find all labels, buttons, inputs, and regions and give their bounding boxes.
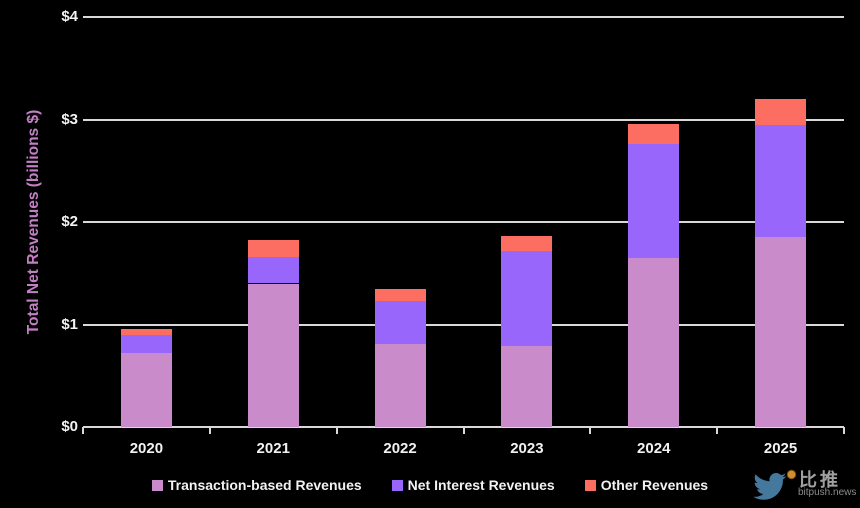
y-axis-tick-label: $1 <box>61 315 78 333</box>
bar-segment <box>120 334 172 354</box>
gridline-$2 <box>83 221 844 223</box>
legend-item: Transaction-based Revenues <box>151 477 362 493</box>
bar-segment <box>501 346 553 427</box>
legend-swatch <box>584 479 596 491</box>
legend-swatch <box>151 479 163 491</box>
x-axis-tick-label: 2024 <box>637 440 671 457</box>
y-axis-tick-label: $0 <box>61 418 78 435</box>
x-axis-tick-label: 2023 <box>510 440 544 457</box>
watermark: 比推 bitpush.news <box>750 464 858 504</box>
legend-label: Transaction-based Revenues <box>167 477 362 493</box>
y-axis-tick-label: $3 <box>61 110 78 128</box>
gridline-$4 <box>83 16 844 18</box>
x-axis-tick-label: 2022 <box>383 440 417 457</box>
bar-segment <box>628 144 680 258</box>
x-axis-tick <box>82 427 84 434</box>
bar-segment <box>628 257 680 427</box>
plot-area <box>83 16 844 428</box>
coin-icon <box>786 469 797 480</box>
legend-label: Other Revenues <box>600 477 709 493</box>
watermark-domain: bitpush.news <box>798 487 857 498</box>
legend-item: Net Interest Revenues <box>391 477 555 493</box>
legend-item: Other Revenues <box>584 477 709 493</box>
chart-legend: Transaction-based Revenues Net Interest R… <box>0 477 860 493</box>
bar-segment <box>247 256 299 284</box>
bar-segment <box>247 283 299 427</box>
x-axis-tick <box>462 427 465 434</box>
twitter-bird-icon <box>753 469 797 500</box>
bar-segment <box>374 288 426 301</box>
x-axis-tick-label: 2020 <box>129 440 164 457</box>
bar-segment <box>120 353 172 427</box>
x-axis-tick <box>335 427 338 434</box>
y-axis-tick-label: $2 <box>61 213 78 230</box>
legend-label: Net Interest Revenues <box>407 477 555 493</box>
bar-segment <box>755 237 807 427</box>
bar-segment <box>755 124 807 238</box>
bar-segment <box>374 300 426 344</box>
x-axis-tick-label: 2025 <box>763 440 798 457</box>
bar-segment <box>120 328 172 335</box>
bar-segment <box>628 123 680 145</box>
x-axis-tick-label: 2021 <box>256 440 290 457</box>
bar-segment <box>374 343 426 427</box>
legend-swatch <box>391 479 403 491</box>
bar-segment <box>501 250 553 346</box>
x-axis-tick <box>716 427 719 434</box>
x-axis-tick <box>208 427 211 434</box>
y-axis-tick-label: $4 <box>61 8 78 25</box>
bar-segment <box>501 236 553 251</box>
gridline-$1 <box>83 323 844 326</box>
watermark-brand-name: 比推 <box>799 470 841 490</box>
bar-segment <box>247 240 299 257</box>
bar-segment <box>755 99 807 125</box>
x-axis-tick <box>843 427 845 434</box>
gridline-$3 <box>83 118 844 121</box>
x-axis-tick <box>589 427 592 434</box>
